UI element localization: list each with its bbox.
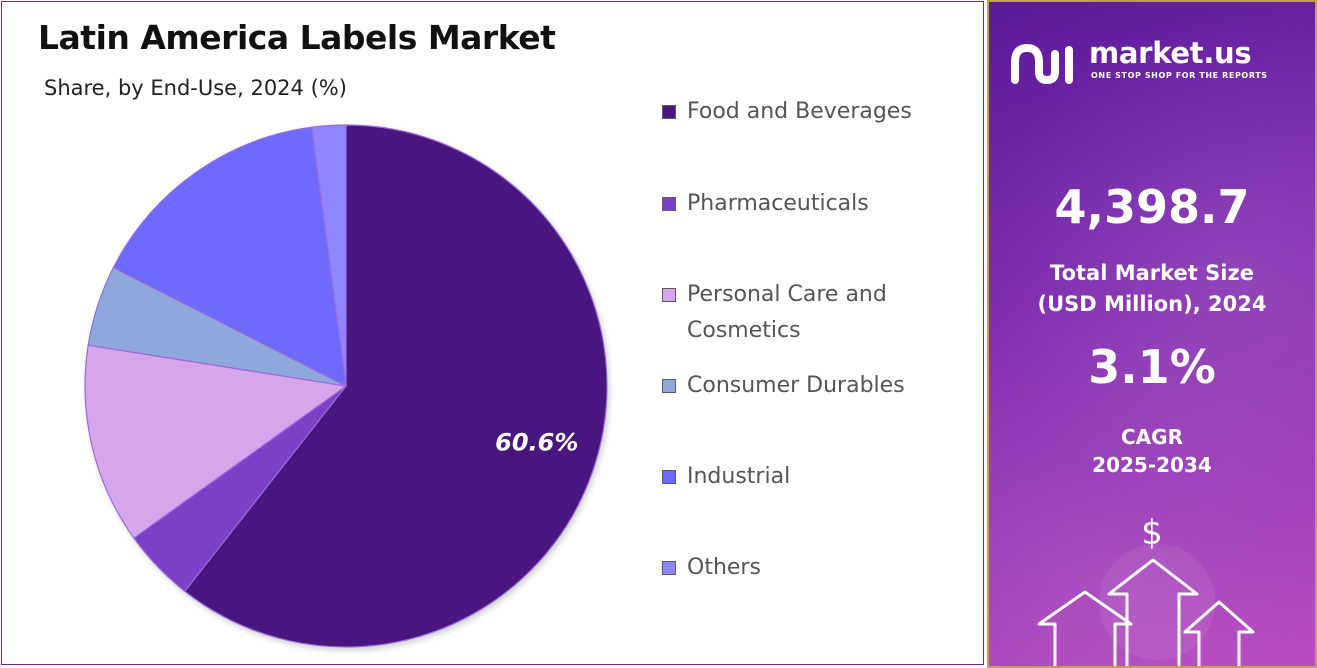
legend-label: Food and Beverages [687, 99, 912, 124]
cagr-label-line1: CAGR [1121, 425, 1183, 449]
market-size-label-line1: Total Market Size [1050, 261, 1254, 285]
pie-slice-food-and-beverages [183, 124, 608, 648]
legend-swatch [662, 470, 676, 484]
pie-data-label: 60.6% [495, 428, 578, 456]
legend-swatch [662, 561, 676, 575]
market-us-logo-icon [1011, 43, 1073, 85]
cagr-label-line2: 2025-2034 [1092, 453, 1212, 477]
pie-slice-personal-care-and-cosmetics [84, 344, 348, 539]
brand-name: market.us [1089, 36, 1252, 70]
up-arrow-icon [1107, 558, 1199, 666]
up-arrow-icon [1037, 590, 1133, 666]
summary-panel: market.us ONE STOP SHOP FOR THE REPORTS … [987, 0, 1317, 668]
legend-label: Industrial [687, 464, 791, 489]
brand-tagline: ONE STOP SHOP FOR THE REPORTS [1091, 71, 1268, 80]
growth-decoration [1037, 544, 1255, 666]
pie-slice-others [310, 124, 347, 387]
market-size-label-line2: (USD Million), 2024 [1037, 292, 1267, 316]
legend-label: Personal Care and Cosmetics [687, 282, 887, 343]
legend-label: Pharmaceuticals [687, 191, 869, 216]
legend-swatch [662, 197, 676, 211]
up-arrow-icon [1183, 600, 1255, 666]
pie-slice-industrial [112, 126, 347, 388]
legend-swatch [662, 105, 676, 119]
legend-swatch [662, 288, 676, 302]
chart-title: Latin America Labels Market [38, 18, 556, 57]
legend-label: Others [687, 555, 761, 580]
chart-subtitle: Share, by End-Use, 2024 (%) [44, 76, 347, 100]
legend-label: Consumer Durables [687, 373, 905, 398]
dollar-icon: $ [1141, 513, 1163, 553]
cagr-value: 3.1% [1088, 340, 1216, 394]
brand: market.us ONE STOP SHOP FOR THE REPORTS [1009, 36, 1299, 88]
market-size-value: 4,398.7 [1054, 180, 1250, 234]
legend-swatch [662, 379, 676, 393]
pie-chart: 60.6% [84, 124, 608, 648]
